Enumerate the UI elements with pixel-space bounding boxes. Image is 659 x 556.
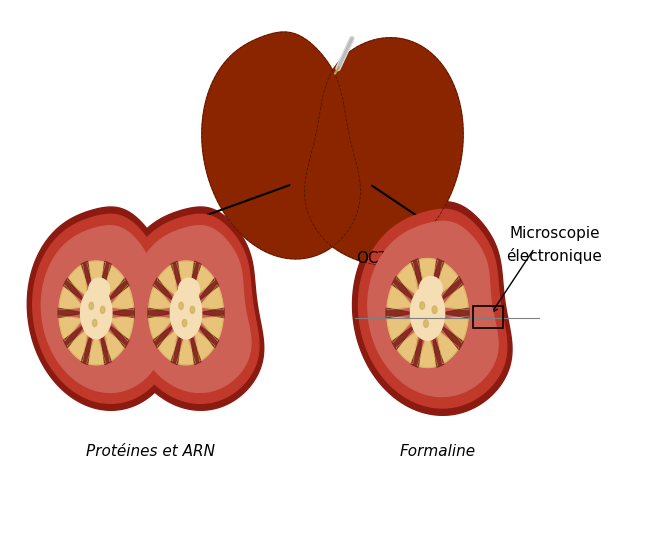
Polygon shape xyxy=(131,226,251,393)
Text: Formaline: Formaline xyxy=(399,444,476,459)
Polygon shape xyxy=(177,332,196,365)
Polygon shape xyxy=(417,259,438,292)
Polygon shape xyxy=(198,308,224,317)
Polygon shape xyxy=(438,323,463,350)
Polygon shape xyxy=(437,330,459,364)
Polygon shape xyxy=(117,207,264,410)
Polygon shape xyxy=(438,276,463,303)
Polygon shape xyxy=(396,330,418,364)
Polygon shape xyxy=(183,319,186,327)
Polygon shape xyxy=(109,316,134,341)
Polygon shape xyxy=(100,306,105,314)
Text: Microscopie
électronique: Microscopie électronique xyxy=(507,226,602,264)
Polygon shape xyxy=(202,32,360,259)
Polygon shape xyxy=(89,278,109,301)
Polygon shape xyxy=(154,322,177,348)
Polygon shape xyxy=(442,316,468,342)
Polygon shape xyxy=(190,261,201,297)
Polygon shape xyxy=(304,38,463,265)
Polygon shape xyxy=(109,285,134,310)
Polygon shape xyxy=(386,308,415,318)
Polygon shape xyxy=(170,287,202,339)
Polygon shape xyxy=(157,265,178,297)
Polygon shape xyxy=(105,329,125,361)
Polygon shape xyxy=(81,261,92,297)
Polygon shape xyxy=(59,316,83,341)
Polygon shape xyxy=(149,316,173,341)
Bar xyxy=(473,306,503,328)
Polygon shape xyxy=(42,226,161,393)
Polygon shape xyxy=(200,316,223,341)
Polygon shape xyxy=(420,302,424,310)
Polygon shape xyxy=(411,330,424,367)
Polygon shape xyxy=(123,214,259,403)
Polygon shape xyxy=(59,285,83,310)
Polygon shape xyxy=(63,322,86,348)
Text: Protéines et ARN: Protéines et ARN xyxy=(86,444,215,459)
Polygon shape xyxy=(157,329,178,361)
Polygon shape xyxy=(58,308,84,317)
Polygon shape xyxy=(171,329,183,365)
Polygon shape xyxy=(432,259,444,296)
Polygon shape xyxy=(171,261,183,297)
Polygon shape xyxy=(67,329,88,361)
Polygon shape xyxy=(27,207,174,410)
Polygon shape xyxy=(396,262,418,296)
Polygon shape xyxy=(106,278,129,303)
Polygon shape xyxy=(196,278,219,303)
Polygon shape xyxy=(419,276,442,300)
Polygon shape xyxy=(437,262,459,296)
Polygon shape xyxy=(190,329,201,365)
Polygon shape xyxy=(411,286,445,340)
Polygon shape xyxy=(100,329,111,365)
Polygon shape xyxy=(432,306,437,314)
Polygon shape xyxy=(432,330,444,367)
Polygon shape xyxy=(179,302,183,310)
Polygon shape xyxy=(100,261,111,297)
Polygon shape xyxy=(392,323,417,350)
Polygon shape xyxy=(200,285,223,310)
Polygon shape xyxy=(194,329,215,361)
Polygon shape xyxy=(108,308,134,317)
Polygon shape xyxy=(89,302,94,310)
Polygon shape xyxy=(148,308,174,317)
Polygon shape xyxy=(105,265,125,297)
Polygon shape xyxy=(424,320,428,327)
Polygon shape xyxy=(154,278,177,303)
Polygon shape xyxy=(92,319,97,327)
Polygon shape xyxy=(442,284,468,310)
Polygon shape xyxy=(387,284,413,310)
Polygon shape xyxy=(417,334,438,368)
Polygon shape xyxy=(179,278,200,301)
Polygon shape xyxy=(87,332,105,365)
Polygon shape xyxy=(368,221,498,396)
Text: OCT: OCT xyxy=(356,251,388,266)
Polygon shape xyxy=(411,259,424,296)
Polygon shape xyxy=(194,265,215,297)
Polygon shape xyxy=(196,322,219,348)
Polygon shape xyxy=(80,287,112,339)
Polygon shape xyxy=(67,265,88,297)
Polygon shape xyxy=(353,202,512,415)
Polygon shape xyxy=(106,322,129,348)
Polygon shape xyxy=(392,276,417,303)
Polygon shape xyxy=(441,308,469,318)
Polygon shape xyxy=(149,285,173,310)
Polygon shape xyxy=(81,329,92,365)
Polygon shape xyxy=(33,214,169,403)
Polygon shape xyxy=(177,261,196,293)
Polygon shape xyxy=(87,261,105,293)
Polygon shape xyxy=(387,316,413,342)
Polygon shape xyxy=(358,210,507,408)
Polygon shape xyxy=(63,278,86,303)
Polygon shape xyxy=(190,306,194,314)
